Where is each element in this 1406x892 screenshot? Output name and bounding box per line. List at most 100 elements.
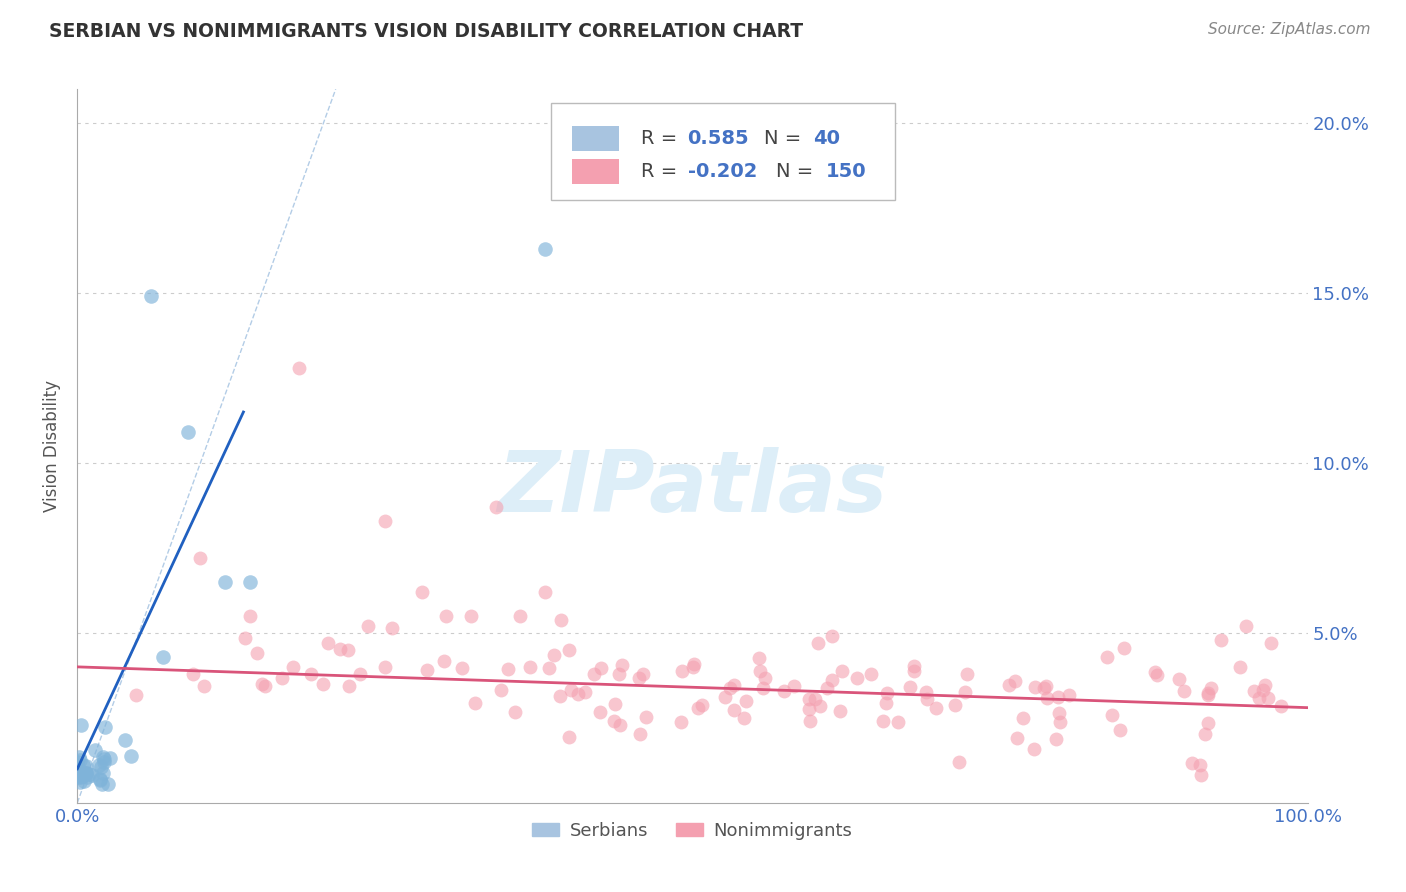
Point — [69, 753, 91, 767]
Point — [357, 619, 380, 633]
Text: R =: R = — [641, 128, 683, 148]
Point — [1144, 665, 1167, 680]
Point — [69, 775, 91, 789]
Point — [349, 666, 371, 681]
Point — [98, 751, 121, 765]
FancyBboxPatch shape — [572, 159, 619, 184]
Point — [381, 621, 404, 635]
Point — [90, 760, 112, 774]
Point — [718, 681, 741, 696]
Point — [1049, 715, 1071, 730]
Point — [558, 730, 581, 744]
Point — [177, 425, 200, 440]
Point — [93, 752, 115, 766]
Text: -0.202: -0.202 — [688, 161, 756, 181]
Point — [749, 665, 772, 679]
Y-axis label: Vision Disability: Vision Disability — [44, 380, 62, 512]
Point — [1004, 674, 1026, 689]
Point — [1197, 685, 1219, 699]
Point — [692, 698, 714, 712]
Point — [752, 681, 775, 695]
Text: 150: 150 — [825, 161, 866, 181]
Point — [72, 757, 94, 772]
Point — [69, 718, 91, 732]
Point — [821, 629, 844, 643]
Point — [627, 671, 650, 685]
Point — [609, 718, 631, 732]
Point — [1194, 727, 1216, 741]
Point — [1188, 758, 1211, 772]
Point — [830, 704, 852, 718]
Point — [70, 770, 93, 784]
Point — [574, 685, 596, 699]
Point — [583, 666, 606, 681]
Point — [815, 681, 838, 695]
Point — [519, 660, 541, 674]
Point — [270, 671, 292, 685]
Point — [589, 705, 612, 719]
Point — [97, 777, 120, 791]
Point — [1035, 679, 1057, 693]
Point — [1270, 698, 1292, 713]
Point — [948, 755, 970, 769]
Point — [804, 692, 827, 706]
Point — [464, 696, 486, 710]
Point — [416, 663, 439, 677]
Point — [560, 683, 582, 698]
Point — [1101, 708, 1123, 723]
Point — [72, 769, 94, 783]
Point — [610, 658, 633, 673]
Point — [807, 636, 830, 650]
Point — [846, 671, 869, 685]
Point — [374, 660, 396, 674]
Point — [876, 686, 898, 700]
Point — [72, 768, 94, 782]
Point — [299, 666, 322, 681]
Point — [548, 690, 571, 704]
Point — [193, 679, 215, 693]
FancyBboxPatch shape — [572, 126, 619, 151]
Point — [152, 649, 174, 664]
Point — [114, 732, 136, 747]
Point — [1024, 680, 1046, 694]
Point — [603, 714, 626, 729]
Point — [1254, 678, 1277, 692]
Point — [1036, 690, 1059, 705]
Legend: Serbians, Nonimmigrants: Serbians, Nonimmigrants — [524, 815, 860, 847]
Point — [1243, 684, 1265, 698]
Point — [1112, 641, 1135, 656]
Point — [89, 772, 111, 787]
Point — [1257, 691, 1279, 706]
Point — [1059, 688, 1081, 702]
Point — [1047, 690, 1070, 704]
Point — [1197, 716, 1219, 731]
Point — [93, 750, 115, 764]
Point — [1109, 723, 1132, 737]
Point — [998, 677, 1021, 691]
Point — [603, 697, 626, 711]
Point — [808, 699, 831, 714]
Point — [1189, 768, 1212, 782]
Point — [239, 608, 262, 623]
Point — [634, 709, 657, 723]
Point — [558, 643, 581, 657]
Point — [1045, 731, 1067, 746]
Point — [1146, 667, 1168, 681]
Point — [337, 643, 360, 657]
Point — [411, 585, 433, 599]
Point — [733, 710, 755, 724]
Point — [1032, 681, 1054, 695]
Point — [76, 770, 98, 784]
Point — [312, 677, 335, 691]
Point — [89, 773, 111, 788]
Point — [953, 684, 976, 698]
Point — [915, 692, 938, 706]
Text: 0.585: 0.585 — [688, 128, 749, 148]
Point — [451, 661, 474, 675]
Text: ZIPatlas: ZIPatlas — [498, 447, 887, 531]
Point — [1012, 711, 1035, 725]
FancyBboxPatch shape — [551, 103, 896, 200]
Point — [66, 755, 89, 769]
Point — [943, 698, 966, 712]
Point — [633, 666, 655, 681]
